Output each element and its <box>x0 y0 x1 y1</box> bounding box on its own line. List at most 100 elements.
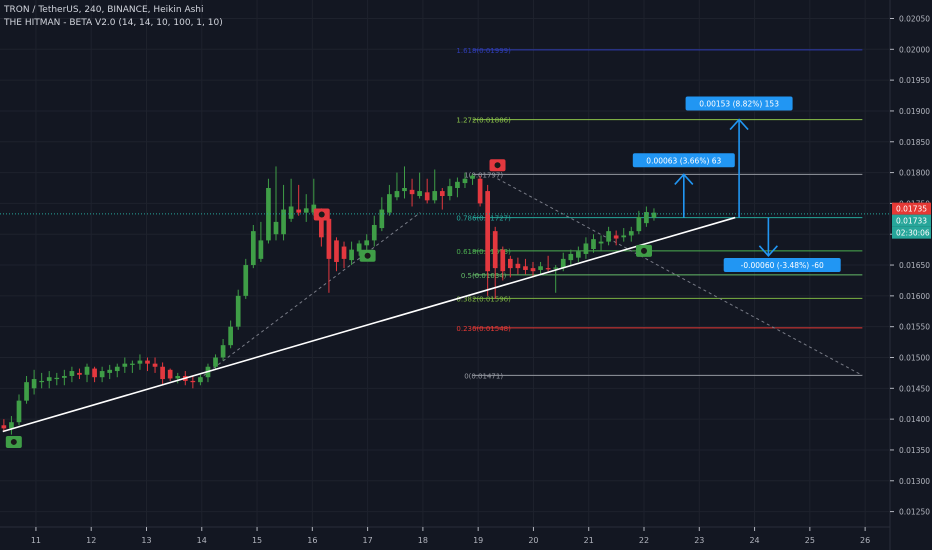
bear-candle <box>409 189 415 195</box>
bull-candle <box>99 371 105 378</box>
bull-candle <box>394 191 400 198</box>
time-tick-label: 14 <box>197 536 207 545</box>
measure-arrow <box>758 245 778 257</box>
bull-candle <box>538 266 543 270</box>
bear-candle <box>1 425 7 429</box>
indicator-title[interactable]: THE HITMAN - BETA V2.0 (14, 14, 10, 100,… <box>4 18 223 28</box>
bull-candle <box>402 187 407 192</box>
measure-label-box <box>685 96 793 111</box>
price-tick-label: 0.01400 <box>899 415 930 424</box>
bear-candle <box>190 380 196 383</box>
time-tick-label: 18 <box>418 536 428 545</box>
bull-candle <box>175 375 181 379</box>
bull-candle <box>553 267 559 269</box>
bull-candle <box>288 206 294 219</box>
bull-candle <box>379 209 385 229</box>
bull-icon <box>10 438 17 445</box>
bull-candle <box>220 345 226 358</box>
price-tick-label: 0.01650 <box>899 261 930 270</box>
time-tick-label: 16 <box>307 536 317 545</box>
bear-candle <box>500 249 506 272</box>
price-tick-label: 0.01850 <box>899 138 930 147</box>
dashed-line <box>198 212 421 380</box>
bull-candle <box>213 357 218 367</box>
bull-candle <box>24 382 29 401</box>
bull-candle <box>235 295 241 327</box>
bear-candle <box>530 268 536 272</box>
bear-candle <box>439 191 445 197</box>
price-tags: 0.01735 0.01733 02:30:06 <box>892 202 931 239</box>
time-tick-label: 24 <box>749 536 759 545</box>
bull-candle <box>281 209 286 235</box>
bear-candle <box>545 268 551 270</box>
bull-candle <box>311 204 317 213</box>
measure-label-box <box>632 153 735 168</box>
bear-icon <box>494 162 501 169</box>
time-tick-label: 22 <box>639 536 649 545</box>
countdown-tag-box <box>892 226 931 239</box>
bull-candle <box>644 212 649 224</box>
price-tick-label: 0.02000 <box>899 45 930 54</box>
bull-candle <box>455 181 460 188</box>
candles[interactable] <box>1 166 657 435</box>
bull-candle <box>583 243 589 254</box>
countdown-tag: 02:30:06 <box>896 229 930 238</box>
fib-level-label: 1.618(0.01999) <box>456 47 511 55</box>
bull-candle <box>258 240 264 259</box>
symbol-title[interactable]: TRON / TetherUS, 240, BINANCE, Heikin As… <box>4 5 204 15</box>
bull-candle <box>576 251 581 258</box>
measure-label: 0.00153 (8.82%) 153 <box>699 100 779 109</box>
bull-candle <box>591 239 596 250</box>
price-tick-label: 0.01900 <box>899 107 930 116</box>
bull-candle <box>628 231 634 236</box>
bull-candle <box>122 363 128 367</box>
time-tick-label: 13 <box>141 536 151 545</box>
bear-candle <box>77 372 82 375</box>
bull-candle <box>46 377 52 381</box>
bull-candle <box>364 240 370 246</box>
measure-arrow <box>729 118 749 131</box>
bear-candle <box>341 246 347 259</box>
bull-candle <box>54 377 60 380</box>
fib-level-label: 1.272(0.01886) <box>456 117 511 125</box>
time-tick-label: 17 <box>363 536 373 545</box>
bull-candle <box>621 235 627 238</box>
bull-candle <box>606 231 611 242</box>
bear-candle <box>160 366 165 380</box>
current-price-tag-box <box>892 214 931 227</box>
price-measurements[interactable]: 0.00063 (3.66%) 63 0.00153 (8.82%) 153 -0.… <box>632 96 841 273</box>
trendline[interactable] <box>2 216 736 433</box>
bear-candle <box>296 209 302 213</box>
time-tick-label: 21 <box>584 536 594 545</box>
bear-candle <box>334 240 339 262</box>
bear-candle <box>613 235 619 239</box>
bull-candle <box>387 194 392 213</box>
fib-level-label: 0.5(0.01634) <box>461 272 507 280</box>
dashed-projection-lines <box>198 178 863 380</box>
price-tick-label: 0.02050 <box>899 14 930 23</box>
time-axis[interactable]: 11 12 13 14 15 16 17 18 19 20 21 22 23 24 25 26 <box>0 526 890 545</box>
bull-candle <box>568 253 574 261</box>
time-tick-label: 20 <box>528 536 538 545</box>
bull-candle <box>462 178 468 184</box>
price-tick-label: 0.01550 <box>899 323 930 332</box>
bull-candle <box>417 191 422 197</box>
price-tick-label: 0.01450 <box>899 384 930 393</box>
bull-candle <box>39 380 45 383</box>
bull-candle <box>114 366 120 372</box>
bull-candle <box>198 377 203 383</box>
last-price-tag: 0.01735 <box>896 205 927 214</box>
bull-candle <box>273 221 279 235</box>
bull-candle <box>243 265 249 296</box>
bull-candle <box>356 243 362 252</box>
bull-candle <box>636 216 642 232</box>
fib-level-label: 0.618(0.01673) <box>456 248 511 256</box>
bull-icon <box>641 247 648 254</box>
bull-candle <box>349 249 354 261</box>
bull-candle <box>61 375 67 378</box>
fib-level-label: 1(0.01797) <box>464 171 503 179</box>
bull-candle <box>303 208 309 213</box>
fib-level-label: 0.382(0.01596) <box>456 295 511 303</box>
measure-label: 0.00063 (3.66%) 63 <box>646 156 721 165</box>
